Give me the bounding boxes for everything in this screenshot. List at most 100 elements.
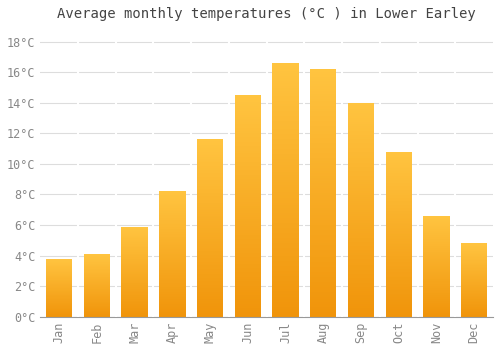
Bar [424, 305, 450, 306]
Bar [272, 231, 299, 233]
Bar [159, 208, 186, 209]
Bar [424, 272, 450, 273]
Bar [386, 162, 412, 163]
Bar [159, 292, 186, 293]
Bar [424, 287, 450, 288]
Bar [461, 298, 487, 299]
Bar [310, 148, 336, 151]
Bar [461, 274, 487, 275]
Bar [386, 309, 412, 310]
Bar [272, 241, 299, 243]
Bar [234, 168, 261, 170]
Bar [159, 220, 186, 222]
Bar [197, 288, 224, 290]
Bar [159, 233, 186, 234]
Bar [386, 211, 412, 213]
Bar [310, 156, 336, 158]
Bar [461, 284, 487, 285]
Bar [386, 180, 412, 181]
Bar [310, 144, 336, 146]
Bar [310, 247, 336, 250]
Bar [386, 251, 412, 252]
Bar [461, 294, 487, 295]
Bar [197, 303, 224, 304]
Bar [461, 291, 487, 292]
Bar [159, 295, 186, 297]
Bar [197, 189, 224, 191]
Bar [461, 249, 487, 250]
Bar [386, 203, 412, 204]
Bar [348, 263, 374, 265]
Bar [122, 268, 148, 269]
Bar [234, 235, 261, 237]
Bar [348, 295, 374, 298]
Bar [272, 180, 299, 182]
Bar [386, 272, 412, 274]
Bar [310, 190, 336, 193]
Bar [122, 252, 148, 253]
Bar [424, 263, 450, 264]
Bar [197, 230, 224, 232]
Bar [272, 274, 299, 276]
Bar [386, 303, 412, 305]
Bar [122, 250, 148, 251]
Bar [197, 182, 224, 184]
Bar [424, 227, 450, 228]
Bar [46, 269, 72, 270]
Bar [424, 237, 450, 238]
Bar [159, 257, 186, 258]
Bar [461, 247, 487, 248]
Bar [46, 286, 72, 287]
Bar [234, 286, 261, 288]
Bar [122, 237, 148, 238]
Bar [46, 296, 72, 297]
Bar [386, 287, 412, 289]
Bar [461, 268, 487, 269]
Bar [46, 281, 72, 282]
Bar [461, 309, 487, 310]
Bar [461, 263, 487, 264]
Bar [424, 306, 450, 307]
Bar [122, 247, 148, 248]
Bar [122, 305, 148, 306]
Bar [197, 244, 224, 246]
Bar [272, 162, 299, 164]
Bar [234, 188, 261, 190]
Bar [197, 203, 224, 205]
Bar [272, 88, 299, 91]
Bar [197, 297, 224, 299]
Bar [234, 157, 261, 159]
Bar [234, 166, 261, 168]
Bar [84, 283, 110, 284]
Bar [234, 195, 261, 197]
Bar [461, 265, 487, 266]
Bar [461, 285, 487, 286]
Bar [461, 304, 487, 305]
Bar [122, 240, 148, 241]
Bar [197, 292, 224, 294]
Bar [159, 275, 186, 277]
Bar [461, 243, 487, 244]
Bar [159, 274, 186, 275]
Bar [310, 176, 336, 178]
Bar [310, 146, 336, 148]
Bar [386, 257, 412, 259]
Bar [159, 269, 186, 271]
Bar [348, 212, 374, 214]
Bar [272, 71, 299, 73]
Bar [348, 122, 374, 124]
Bar [84, 257, 110, 258]
Bar [386, 190, 412, 191]
Bar [348, 246, 374, 248]
Bar [348, 310, 374, 313]
Bar [348, 165, 374, 167]
Bar [348, 103, 374, 105]
Bar [234, 268, 261, 270]
Bar [386, 261, 412, 262]
Bar [84, 285, 110, 286]
Bar [197, 228, 224, 230]
Bar [234, 102, 261, 104]
Bar [234, 226, 261, 228]
Bar [424, 299, 450, 300]
Bar [424, 241, 450, 242]
